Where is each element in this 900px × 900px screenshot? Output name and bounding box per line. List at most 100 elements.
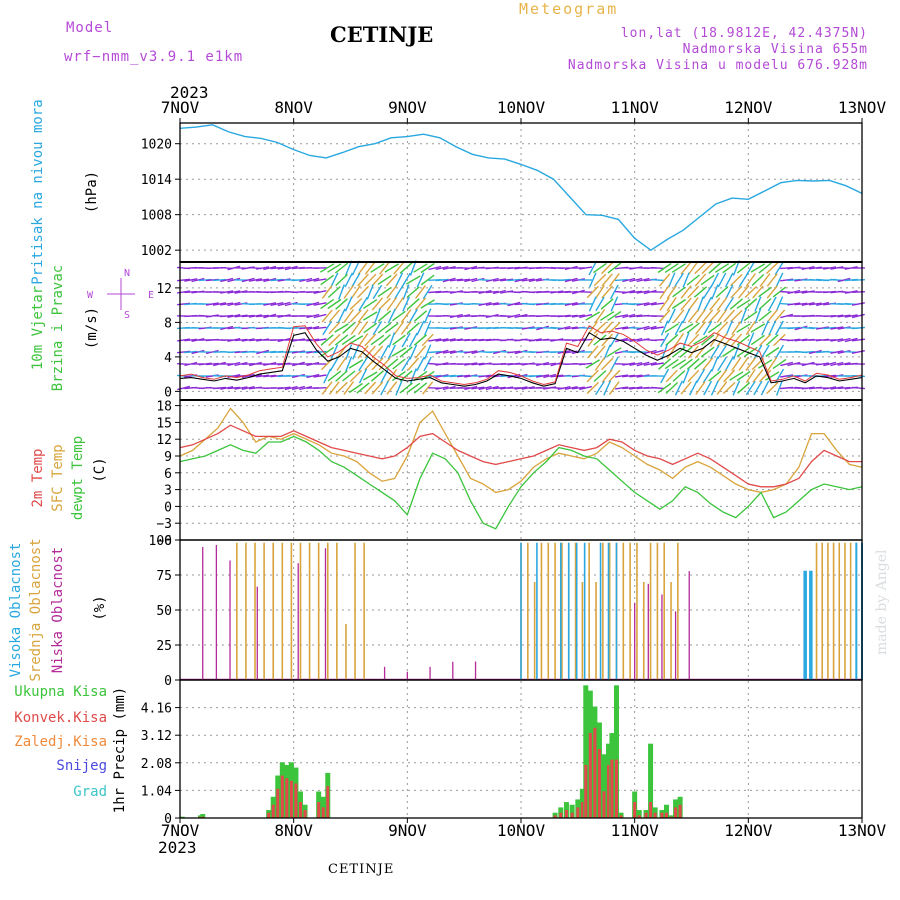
conv-precip-bar [674, 807, 678, 818]
conv-precip-bar [294, 783, 298, 818]
wind-arrow [543, 373, 557, 379]
wind-arrow [750, 263, 766, 273]
wind-arrow [593, 370, 607, 382]
wind-arrow [794, 302, 808, 306]
wind-arrow [350, 285, 361, 299]
wind-arrow [528, 277, 542, 283]
compass-south: S [124, 310, 130, 321]
wind-arrow [679, 358, 693, 370]
wind-arrow [478, 290, 492, 294]
conv-precip-bar [637, 815, 641, 818]
wind-arrow [292, 361, 305, 367]
wind-arrow [722, 346, 737, 358]
wind-arrow [299, 350, 313, 354]
wind-arrow [608, 273, 620, 287]
wind-arrow [794, 338, 808, 342]
wind-arrow [594, 285, 605, 299]
wind-arrow [394, 284, 404, 300]
wind-arrow [665, 369, 678, 383]
wind-arrow [622, 338, 636, 342]
wind-arrow [710, 272, 720, 288]
wind-arrow [363, 299, 378, 309]
wind-arrow [693, 358, 707, 370]
wind-arrow [291, 373, 305, 379]
wind-arrow [830, 361, 844, 367]
bottom-date-label: 10NOV [497, 821, 546, 840]
wind-arrow [571, 314, 585, 318]
wind-arrow [177, 338, 191, 342]
wind-arrow [658, 273, 671, 287]
lonlat-label: lon,lat (18.9812E, 42.4375N) [620, 26, 868, 41]
wind-arrow [650, 386, 664, 390]
wind-arrow [588, 296, 597, 312]
wind-arrow [270, 339, 284, 341]
wind-arrow [385, 273, 398, 287]
wind-arrow [752, 285, 764, 299]
wind-arrow [415, 285, 426, 299]
wind-arrow [564, 277, 578, 283]
conv-precip-bar [597, 749, 601, 818]
wind-arrow [686, 274, 700, 286]
wind-arrow [725, 320, 733, 336]
wind-arrow [607, 262, 622, 274]
wind-arrow [536, 302, 550, 306]
wind-arrow [234, 386, 248, 390]
wind-arrow [687, 285, 700, 299]
wind-arrow [313, 302, 327, 306]
wind-arrow [830, 314, 844, 318]
wind-arrow [514, 277, 528, 283]
wind-arrow [695, 321, 706, 335]
wind-arrow [319, 263, 335, 273]
wind-arrow [595, 296, 605, 312]
wind-arrow [423, 356, 432, 372]
wind-arrow [801, 386, 815, 390]
wind-arrow [593, 273, 607, 287]
wind-arrow [372, 320, 383, 336]
wind-arrow [760, 344, 770, 360]
wind-arrow [334, 323, 349, 333]
wind-arrow [614, 278, 629, 282]
wind-arrow [844, 314, 858, 318]
wind-arrow [435, 266, 449, 270]
wind-arrow [449, 313, 463, 319]
wind-arrow [435, 338, 449, 342]
wind-arrow [697, 296, 704, 312]
wind-arrow [730, 273, 743, 287]
wind-arrow [708, 309, 721, 323]
wind-arrow [291, 385, 305, 391]
wind-arrow [471, 349, 485, 355]
wind-arrow [747, 332, 755, 348]
wind-arrow [384, 322, 399, 334]
wind-arrow [837, 314, 851, 318]
wind-arrow [338, 284, 345, 300]
wind-arrow [435, 362, 449, 366]
total-precip-bar [601, 754, 607, 818]
wind-arrow [550, 350, 564, 354]
wind-arrow [342, 370, 356, 382]
wind-arrow [334, 262, 349, 274]
wind-arrow [177, 278, 191, 282]
wind-arrow [766, 381, 779, 395]
total-precip-bar [200, 814, 206, 818]
wind-arrow [191, 277, 205, 283]
wind-arrow [334, 334, 349, 346]
wind-arrow [693, 335, 708, 345]
wind-arrow [666, 297, 677, 311]
wind-arrow [745, 369, 756, 383]
conv-precip-bar [276, 788, 280, 818]
wind-arrow [593, 334, 607, 346]
wind-arrow [378, 357, 391, 371]
wind-arrow [660, 320, 669, 336]
wind-arrow [765, 334, 779, 346]
wind-arrow [564, 386, 578, 390]
wind-arrow [682, 332, 690, 348]
wind-arrow [435, 374, 449, 378]
wind-gust-line [179, 325, 863, 386]
wind-arrow [730, 309, 743, 323]
wind-arrow [357, 321, 369, 335]
wind-arrow [678, 323, 694, 333]
wind-arrow [844, 266, 858, 270]
wind-arrow [184, 278, 198, 282]
bottom-date-label: 7NOV [161, 821, 200, 840]
wind-arrow [731, 321, 742, 335]
